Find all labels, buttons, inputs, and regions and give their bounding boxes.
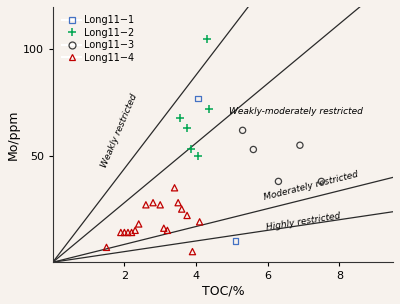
Point	[275, 179, 282, 184]
Point	[121, 230, 128, 235]
Legend: Long11−1, Long11−2, Long11−3, Long11−4: Long11−1, Long11−2, Long11−3, Long11−4	[61, 14, 136, 64]
Point	[184, 126, 190, 131]
Point	[184, 213, 190, 218]
X-axis label: TOC/%: TOC/%	[202, 284, 244, 297]
Point	[150, 200, 156, 205]
Point	[196, 219, 203, 224]
Point	[125, 230, 131, 235]
Text: Weakly restricted: Weakly restricted	[99, 92, 139, 169]
Text: Highly restricted: Highly restricted	[266, 212, 341, 232]
Point	[136, 222, 142, 226]
Text: Moderately restricted: Moderately restricted	[262, 170, 359, 202]
Point	[157, 202, 164, 207]
Text: Weakly-moderately restricted: Weakly-moderately restricted	[229, 107, 363, 116]
Point	[318, 179, 325, 184]
Point	[188, 147, 194, 152]
Point	[297, 143, 303, 148]
Y-axis label: Mo/ppm: Mo/ppm	[7, 109, 20, 160]
Point	[189, 249, 196, 254]
Point	[205, 107, 212, 112]
Point	[177, 115, 183, 120]
Point	[250, 147, 256, 152]
Point	[160, 226, 167, 231]
Point	[175, 200, 181, 205]
Point	[178, 207, 185, 212]
Point	[232, 239, 239, 244]
Point	[132, 228, 138, 233]
Point	[195, 154, 201, 158]
Point	[195, 96, 201, 101]
Point	[171, 185, 178, 190]
Point	[240, 128, 246, 133]
Point	[204, 36, 210, 41]
Point	[164, 228, 170, 233]
Point	[103, 245, 110, 250]
Point	[128, 230, 135, 235]
Point	[143, 202, 149, 207]
Point	[118, 230, 124, 235]
